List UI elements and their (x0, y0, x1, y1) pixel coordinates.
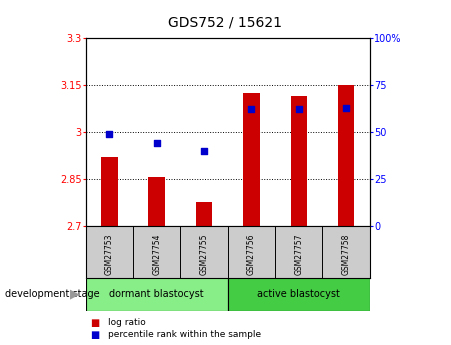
Text: GSM27753: GSM27753 (105, 234, 114, 275)
Bar (86, 278, 228, 310)
Text: ■: ■ (90, 330, 100, 339)
Text: ▶: ▶ (69, 288, 79, 300)
Bar (228, 278, 370, 310)
Point (106, 131, 113, 137)
Bar (148, 177, 165, 226)
Text: percentile rank within the sample: percentile rank within the sample (108, 330, 262, 339)
Bar (243, 93, 260, 226)
Bar (290, 96, 307, 226)
Point (200, 148, 207, 154)
Point (342, 105, 350, 110)
Text: GSM27758: GSM27758 (342, 234, 350, 275)
Text: development stage: development stage (5, 289, 99, 299)
Point (248, 107, 255, 112)
Text: GSM27755: GSM27755 (200, 234, 208, 275)
Point (295, 107, 302, 112)
Text: dormant blastocyst: dormant blastocyst (110, 289, 204, 299)
Text: active blastocyst: active blastocyst (258, 289, 340, 299)
Bar (196, 203, 212, 226)
Text: GDS752 / 15621: GDS752 / 15621 (169, 16, 282, 30)
Text: ■: ■ (90, 318, 100, 327)
Text: log ratio: log ratio (108, 318, 146, 327)
Text: GSM27754: GSM27754 (152, 234, 161, 275)
Bar (101, 157, 118, 226)
Point (153, 140, 160, 146)
Text: GSM27756: GSM27756 (247, 234, 256, 275)
Bar (338, 85, 354, 226)
Text: GSM27757: GSM27757 (295, 234, 303, 275)
